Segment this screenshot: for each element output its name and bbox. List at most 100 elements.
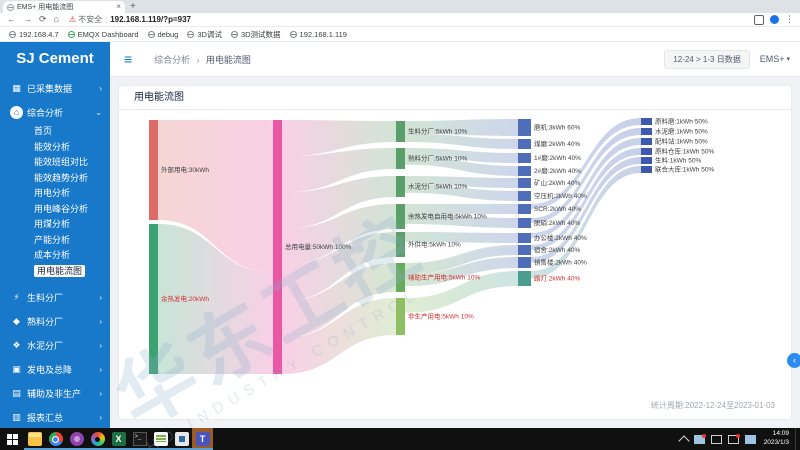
url-bar[interactable]: ⚠ 不安全 | 192.168.1.119/?p=937 — [69, 14, 754, 25]
sidebar-item-首页[interactable]: 首页 — [34, 126, 53, 136]
tray-volume-muted-icon[interactable] — [727, 433, 740, 444]
sankey-link-zydl-snfc[interactable] — [282, 176, 396, 229]
sankey-link-slfc-mj[interactable] — [405, 119, 518, 136]
sankey-link-fzsc-ss[interactable] — [405, 245, 518, 275]
sankey-node-ld[interactable] — [518, 271, 531, 286]
sankey-link-zydl-yrzy[interactable] — [282, 204, 396, 266]
sankey-link-yrfd-zydl[interactable] — [158, 224, 273, 374]
sankey-node-scr[interactable] — [518, 204, 531, 214]
taskbar-app-mqtt-app[interactable] — [66, 428, 87, 450]
sidebar-item-产能分析[interactable]: 产能分析 — [34, 234, 71, 245]
sidebar-group-辅助及非生产[interactable]: ▤ 辅助及非生产 › — [0, 381, 110, 405]
sankey-node-shfc[interactable] — [396, 148, 405, 169]
sankey-node-snm[interactable] — [641, 128, 652, 135]
sankey-node-xsl[interactable] — [518, 257, 531, 268]
taskbar-app-color-wheel-app[interactable] — [87, 428, 108, 450]
extensions-icon[interactable] — [754, 14, 764, 25]
sidebar-group-熟料分厂[interactable]: ◆ 熟料分厂 › — [0, 309, 110, 333]
bookmark-item[interactable]: 3D调试 — [187, 29, 222, 40]
sidebar-group-发电及总降[interactable]: ▣ 发电及总降 › — [0, 357, 110, 381]
hidden-icons-chevron-icon[interactable] — [678, 435, 690, 447]
user-menu[interactable]: EMS+ — [759, 54, 785, 64]
sankey-link-wbyd-zydl[interactable] — [158, 120, 273, 273]
sidebar-group-报表汇总[interactable]: ▥ 报表汇总 › — [0, 405, 110, 428]
sidebar-item-用煤分析[interactable]: 用煤分析 — [34, 219, 71, 229]
sidebar-item-能效趋势分析[interactable]: 能效趋势分析 — [34, 172, 89, 183]
date-range-selector[interactable]: 12-24 > 1-3 日数据 — [664, 49, 750, 69]
sankey-node-tx[interactable] — [518, 218, 531, 228]
sankey-node-zydl[interactable] — [273, 120, 282, 374]
sidebar-item-用电峰谷分析[interactable]: 用电峰谷分析 — [34, 203, 89, 214]
sidebar-item-用电分析[interactable]: 用电分析 — [34, 188, 71, 198]
bookmark-item[interactable]: 3D测试数据 — [230, 29, 281, 40]
sankey-node-yrzy[interactable] — [396, 204, 405, 229]
sidebar-item-用电能流图[interactable]: 用电能流图 — [0, 264, 110, 280]
sankey-link-slfc-mm[interactable] — [405, 133, 518, 149]
bookmark-item[interactable]: 192.168.4.7 — [9, 30, 59, 39]
sankey-node-plz[interactable] — [641, 138, 652, 145]
sidebar-group-综合分析[interactable]: ⌂ 综合分析 ⌄ — [0, 100, 110, 124]
show-desktop-button[interactable] — [795, 428, 800, 450]
browser-menu-icon[interactable]: ⋮ — [785, 14, 794, 24]
sankey-link-shfc-m1[interactable] — [405, 148, 518, 163]
sankey-link-snfc-kyj[interactable] — [405, 184, 518, 201]
bookmark-item[interactable]: 192.168.1.119 — [289, 30, 347, 39]
sankey-link-zydl-shfc[interactable] — [282, 148, 396, 193]
sankey-node-kyj[interactable] — [518, 191, 531, 201]
sankey-node-mj[interactable] — [518, 119, 531, 136]
tab-close-icon[interactable]: × — [116, 2, 121, 11]
sankey-link-fscy-ld[interactable] — [405, 271, 518, 313]
sankey-node-sl[interactable] — [641, 157, 652, 164]
sidebar-group-已采集数据[interactable]: ▦ 已采集数据 › — [0, 76, 110, 100]
sidebar-item-能效分析[interactable]: 能效分析 — [34, 141, 71, 152]
sankey-node-fzsc[interactable] — [396, 263, 405, 292]
sankey-node-ss[interactable] — [518, 245, 531, 255]
sankey-link-ld-lhdk[interactable] — [531, 166, 641, 279]
sidebar-item-能效班组对比[interactable]: 能效班组对比 — [34, 157, 89, 167]
sankey-link-scr-ylm[interactable] — [531, 118, 641, 209]
sankey-link-xsl-sl[interactable] — [531, 157, 641, 263]
new-tab-button[interactable]: + — [130, 1, 136, 12]
sankey-node-wbyd[interactable] — [149, 120, 158, 220]
sankey-link-snfc-ks[interactable] — [405, 176, 518, 188]
sankey-node-fscy[interactable] — [396, 298, 405, 335]
taskbar-app-notepad[interactable] — [150, 428, 171, 450]
taskbar-app-teams[interactable] — [192, 428, 213, 450]
sankey-link-zydl-fscy[interactable] — [282, 298, 396, 374]
sankey-link-yrzy-scr[interactable] — [405, 204, 518, 214]
sankey-node-m2[interactable] — [518, 166, 531, 176]
taskbar-app-remote-app[interactable] — [171, 428, 192, 450]
sankey-node-bgl[interactable] — [518, 233, 531, 243]
sankey-link-zydl-fzsc[interactable] — [282, 263, 396, 338]
sankey-link-bgl-plz[interactable] — [531, 138, 641, 238]
forward-icon[interactable]: → — [23, 14, 32, 24]
sidebar-group-水泥分厂[interactable]: ❖ 水泥分厂 › — [0, 333, 110, 357]
taskbar-clock[interactable]: 14:09 2023/1/3 — [764, 430, 789, 448]
sankey-link-ss-ylck[interactable] — [531, 148, 641, 250]
tray-network-icon[interactable] — [744, 434, 756, 444]
taskbar-app-terminal[interactable] — [129, 428, 150, 450]
sankey-node-wgd[interactable] — [396, 232, 405, 257]
sankey-node-m1[interactable] — [518, 153, 531, 163]
sankey-node-ylck[interactable] — [641, 148, 652, 155]
tray-app-icon[interactable] — [693, 433, 706, 444]
back-icon[interactable]: ← — [7, 14, 16, 24]
taskbar-app-excel[interactable] — [108, 428, 129, 450]
profile-avatar-icon[interactable] — [770, 15, 779, 24]
refresh-icon[interactable]: ⟳ — [39, 14, 47, 24]
sankey-node-lhdk[interactable] — [641, 166, 652, 173]
sankey-node-yrfd[interactable] — [149, 224, 158, 374]
sankey-link-wgd-bgl[interactable] — [405, 232, 518, 243]
sidebar-item-成本分析[interactable]: 成本分析 — [34, 250, 71, 260]
taskbar-app-file-explorer[interactable] — [24, 428, 45, 450]
sankey-link-zydl-wgd[interactable] — [282, 232, 396, 302]
sidebar-group-生料分厂[interactable]: ⚡ 生料分厂 › — [0, 285, 110, 309]
sankey-node-ks[interactable] — [518, 178, 531, 188]
bookmark-item[interactable]: EMQX Dashboard — [67, 30, 139, 39]
start-button[interactable] — [0, 428, 24, 450]
sankey-link-zydl-slfc[interactable] — [282, 120, 396, 157]
bookmark-item[interactable]: debug — [147, 30, 178, 39]
sankey-link-tx-snm[interactable] — [531, 128, 641, 223]
taskbar-app-chrome[interactable] — [45, 428, 66, 450]
collapse-panel-button[interactable]: ‹ — [787, 353, 800, 368]
